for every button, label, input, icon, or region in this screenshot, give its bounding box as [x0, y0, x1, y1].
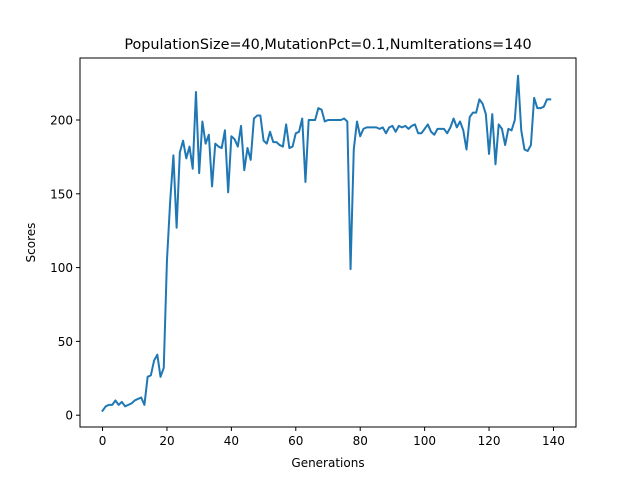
y-tick-label: 200 [50, 113, 73, 127]
y-tick-label: 100 [50, 261, 73, 275]
x-axis: 0 20 40 60 80 100 120 140 [99, 427, 565, 448]
x-tick-label: 0 [99, 434, 107, 448]
y-axis: 0 50 100 150 200 [50, 113, 80, 423]
x-tick-label: 20 [159, 434, 174, 448]
x-tick-label: 40 [224, 434, 239, 448]
x-axis-label: Generations [291, 456, 364, 470]
y-tick-label: 50 [58, 335, 73, 349]
plot-area [101, 74, 552, 413]
x-tick-label: 100 [413, 434, 436, 448]
scores-series-line [101, 74, 552, 413]
x-tick-label: 60 [288, 434, 303, 448]
x-tick-label: 120 [478, 434, 501, 448]
chart-title: PopulationSize=40,MutationPct=0.1,NumIte… [124, 37, 531, 53]
x-tick-label: 80 [353, 434, 368, 448]
axes-frame [79, 57, 577, 428]
y-tick-label: 0 [65, 409, 73, 423]
x-tick-label: 140 [542, 434, 565, 448]
y-axis-label: Scores [24, 223, 38, 263]
y-tick-label: 150 [50, 187, 73, 201]
